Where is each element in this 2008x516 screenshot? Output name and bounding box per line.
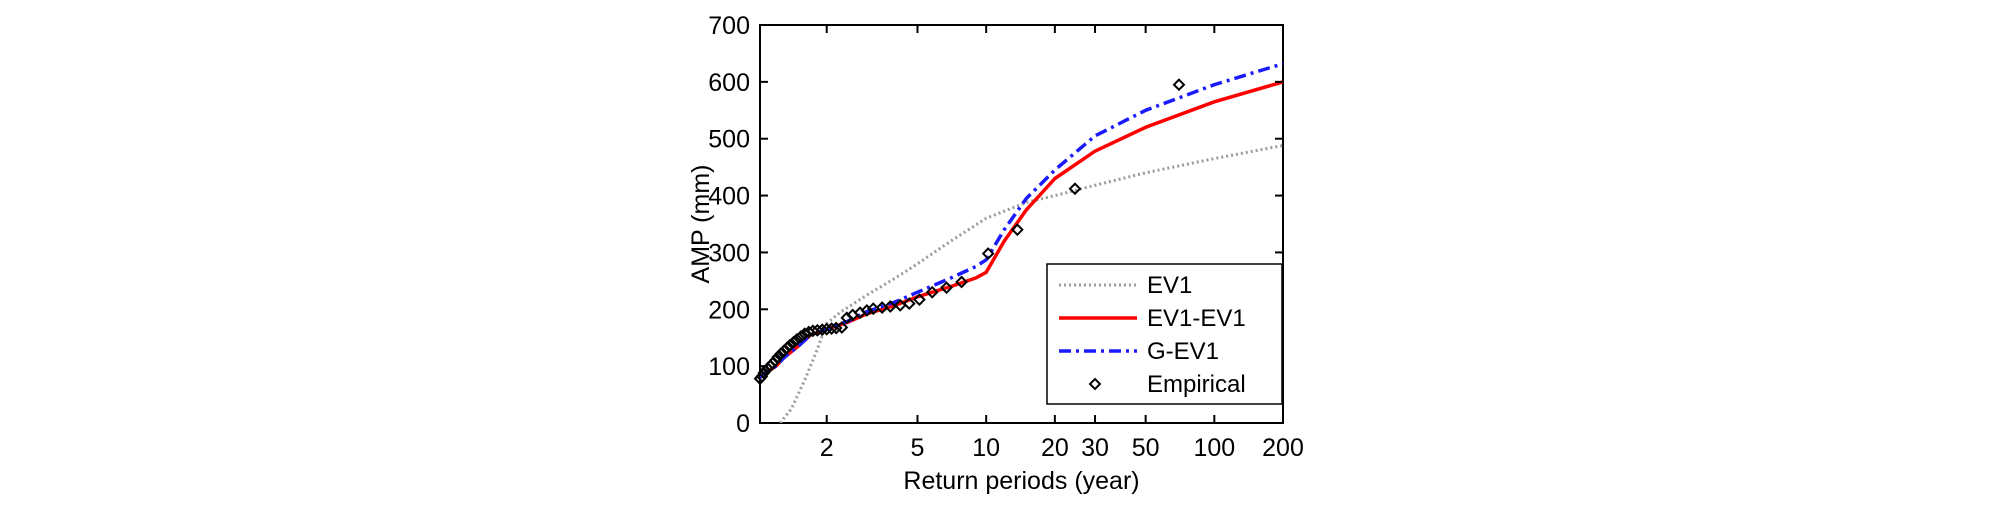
empirical-point xyxy=(777,344,791,358)
empirical-point xyxy=(1068,182,1082,196)
empirical-point xyxy=(774,347,788,361)
empirical-point xyxy=(1172,78,1186,92)
empirical-point xyxy=(768,354,782,367)
empirical-point xyxy=(902,297,916,311)
y-tick-label: 600 xyxy=(708,69,750,97)
empirical-point xyxy=(925,285,939,299)
empirical-point xyxy=(806,324,820,338)
empirical-point xyxy=(771,350,785,364)
legend: EV1 EV1-EV1 G-EV1 Empirical xyxy=(1046,263,1283,405)
y-tick-label: 500 xyxy=(708,126,750,154)
y-axis-title: AMP (mm) xyxy=(687,165,715,284)
empirical-point xyxy=(981,247,995,260)
empirical-point xyxy=(825,322,838,336)
x-tick-label: 5 xyxy=(911,434,925,462)
y-tick-label: 0 xyxy=(736,410,750,438)
empirical-point xyxy=(787,335,800,349)
empirical-point xyxy=(815,323,829,337)
empirical-point xyxy=(1010,223,1024,237)
legend-marker-empirical xyxy=(1088,377,1102,391)
top-ticks xyxy=(825,25,1284,33)
x-axis-title: Return periods (year) xyxy=(903,467,1139,495)
plot-area xyxy=(753,24,1284,424)
x-axis: 2 5 10 20 30 50 100 200 xyxy=(820,415,1304,462)
empirical-point xyxy=(810,323,824,337)
empirical-point xyxy=(913,293,926,307)
y-tick-label: 400 xyxy=(708,183,750,211)
empirical-point xyxy=(794,330,808,343)
x-tick-label: 20 xyxy=(1041,434,1069,462)
x-tick-label: 200 xyxy=(1262,434,1304,462)
x-tick-label: 30 xyxy=(1081,434,1109,462)
empirical-point xyxy=(955,275,968,289)
legend-box xyxy=(1046,263,1283,405)
series-line-ev1 xyxy=(778,144,1283,423)
empirical-point xyxy=(829,321,843,335)
legend-label: G-EV1 xyxy=(1147,338,1219,365)
legend-label: Empirical xyxy=(1147,371,1246,398)
empirical-point xyxy=(940,281,953,295)
legend-label: EV1 xyxy=(1147,272,1192,299)
x-tick-label: 100 xyxy=(1193,434,1235,462)
y-axis: 0 100 200 300 400 500 600 700 xyxy=(708,12,1283,438)
empirical-point xyxy=(790,333,804,346)
legend-label: EV1-EV1 xyxy=(1147,305,1246,332)
empirical-point xyxy=(780,341,794,355)
empirical-point xyxy=(883,300,897,313)
series-line-g-ev1 xyxy=(760,62,1283,379)
empirical-markers xyxy=(753,78,1186,386)
x-tick-label: 10 xyxy=(972,434,1000,462)
x-tick-label: 50 xyxy=(1132,434,1160,462)
y-tick-label: 700 xyxy=(708,12,750,40)
empirical-point xyxy=(860,304,874,317)
x-tick-label: 2 xyxy=(820,434,834,462)
y-tick-label: 100 xyxy=(708,353,750,381)
empirical-point xyxy=(835,321,849,334)
y-tick-label: 300 xyxy=(708,239,750,267)
empirical-point xyxy=(820,322,834,336)
y-tick-label: 200 xyxy=(708,296,750,324)
empirical-point xyxy=(783,338,797,352)
